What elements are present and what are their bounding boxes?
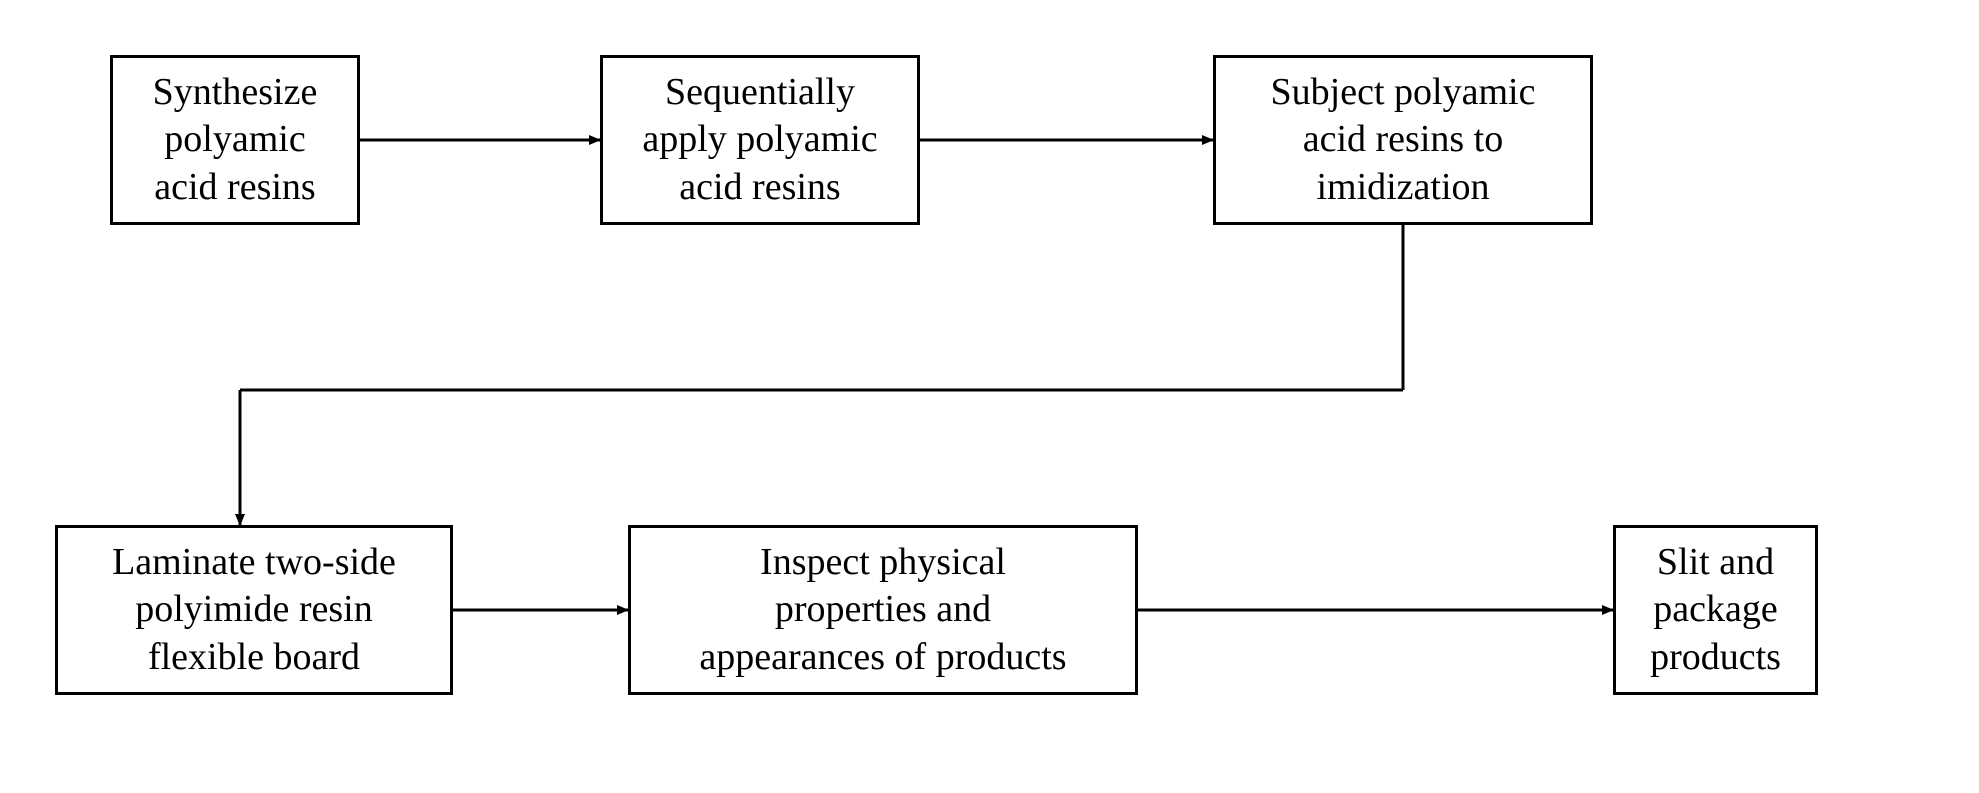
flowchart-node: Synthesizepolyamicacid resins [110, 55, 360, 225]
flowchart-node-label: Sequentiallyapply polyamicacid resins [642, 69, 877, 212]
flowchart-node: Laminate two-sidepolyimide resinflexible… [55, 525, 453, 695]
flowchart-node-label: Laminate two-sidepolyimide resinflexible… [112, 539, 396, 682]
flowchart-node: Inspect physicalproperties andappearance… [628, 525, 1138, 695]
flowchart-node-label: Synthesizepolyamicacid resins [153, 69, 318, 212]
flowchart-node: Sequentiallyapply polyamicacid resins [600, 55, 920, 225]
flowchart-node-label: Slit andpackageproducts [1650, 539, 1781, 682]
flowchart-node-label: Subject polyamicacid resins toimidizatio… [1271, 69, 1536, 212]
flowchart-node: Slit andpackageproducts [1613, 525, 1818, 695]
flowchart-node-label: Inspect physicalproperties andappearance… [699, 539, 1066, 682]
flowchart-node: Subject polyamicacid resins toimidizatio… [1213, 55, 1593, 225]
